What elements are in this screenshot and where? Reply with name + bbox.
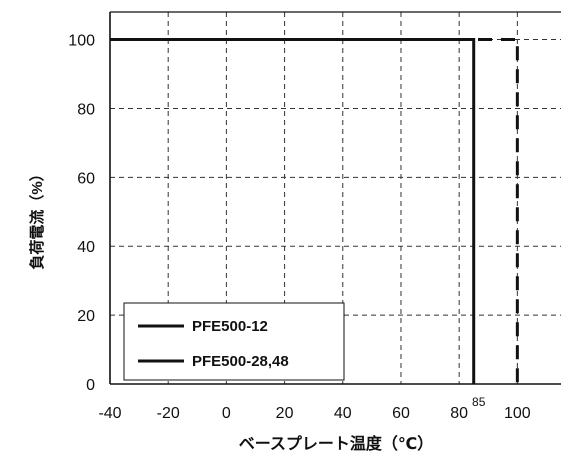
legend-label-pfe500-28-48: PFE500-28,48 [192,353,289,370]
x-tick-label: 20 [276,405,294,422]
y-tick-label: 20 [77,308,95,325]
x-tick-label: -20 [157,405,180,422]
x-tick-label: 40 [334,405,352,422]
legend-box [123,302,345,381]
x-tick-label: 100 [504,405,531,422]
legend: PFE500-12 PFE500-28,48 [123,302,345,381]
x-axis-label: ベースプレート温度（℃） [239,434,434,453]
y-tick-label: 40 [77,239,95,256]
tick-labels: -40 -20 0 20 40 60 80 100 0 20 40 60 80 100 [68,33,531,422]
x-tick-label: 60 [392,405,410,422]
series-line-pfe500-28-48 [110,38,476,384]
y-axis-label: 負荷電流（%） [28,166,46,269]
y-tick-label: 60 [77,170,95,187]
legend-label-pfe500-12: PFE500-12 [192,318,268,335]
y-tick-label: 100 [68,33,95,50]
x-tick-label: 0 [222,405,231,422]
annotation-85: 85 [472,395,486,409]
series-lines [110,38,519,384]
x-tick-label: 80 [450,405,468,422]
x-tick-label: -40 [98,405,121,422]
annotations: 85 [472,395,486,409]
y-tick-label: 80 [77,101,95,118]
y-tick-label: 0 [86,377,95,394]
axes [109,11,561,385]
